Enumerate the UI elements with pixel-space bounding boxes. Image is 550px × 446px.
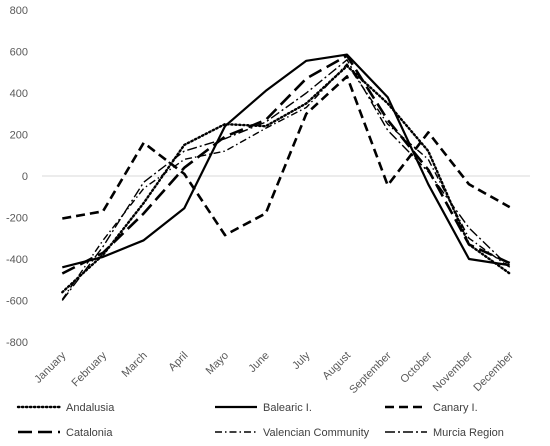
- y-tick-label: -400: [6, 254, 28, 266]
- x-tick-label: December: [471, 349, 516, 394]
- x-tick-label: February: [70, 349, 110, 389]
- x-tick-label: October: [398, 349, 434, 385]
- x-tick-label: June: [246, 350, 271, 375]
- legend-label-murcia-region: Murcia Region: [433, 427, 504, 439]
- series-line-catalonia: [61, 54, 511, 275]
- x-tick-label: July: [290, 349, 313, 372]
- y-tick-label: -200: [6, 213, 28, 225]
- series-line-murcia-region: [61, 59, 511, 301]
- y-tick-label: 600: [10, 47, 28, 59]
- series-line-canary-i: [62, 75, 511, 237]
- legend-label-catalonia: Catalonia: [66, 427, 113, 439]
- legend-label-valencian-community: Valencian Community: [263, 427, 370, 439]
- x-tick-label: January: [32, 349, 69, 386]
- series-line-valencian-community: [61, 63, 511, 300]
- x-tick-label: September: [347, 349, 394, 396]
- y-tick-label: 0: [22, 171, 28, 183]
- y-axis-ticks: 800 600 400 200 0 -200 -400 -600 -800: [6, 5, 28, 349]
- series-line-balearic-i: [62, 53, 510, 269]
- y-tick-label: 800: [10, 5, 28, 17]
- series-lines: [61, 53, 511, 301]
- y-tick-label: -800: [6, 337, 28, 349]
- series-line-andalusia: [61, 64, 511, 294]
- x-tick-label: August: [320, 350, 353, 383]
- y-tick-label: 400: [10, 88, 28, 100]
- legend-label-balearic-i: Balearic I.: [263, 402, 312, 414]
- x-tick-label: Mayo: [204, 350, 232, 378]
- legend-label-canary-i: Canary I.: [433, 402, 478, 414]
- y-tick-label: -600: [6, 296, 28, 308]
- x-tick-label: April: [166, 350, 190, 374]
- y-tick-label: 200: [10, 130, 28, 142]
- x-axis-ticks: January February March April Mayo June July Aug…: [32, 349, 516, 396]
- legend: Andalusia Balearic I. Canary I. Catalonia Va…: [16, 402, 504, 439]
- legend-label-andalusia: Andalusia: [66, 402, 115, 414]
- x-tick-label: November: [431, 349, 476, 394]
- x-tick-label: March: [120, 350, 150, 380]
